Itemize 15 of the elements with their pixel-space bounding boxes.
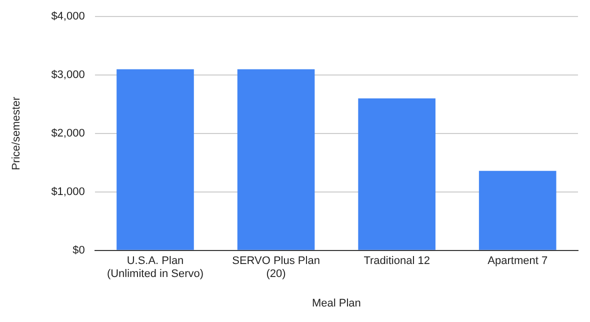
y-tick-label: $4,000 <box>51 10 85 23</box>
x-tick-label: Traditional 12 <box>364 255 430 268</box>
x-tick-label: Apartment 7 <box>488 255 548 268</box>
bar <box>478 170 556 250</box>
y-tick-label: $0 <box>72 244 85 256</box>
bar <box>116 69 194 250</box>
bar <box>237 69 315 250</box>
y-axis-title: Price/semester <box>10 96 23 170</box>
y-tick-label: $2,000 <box>51 128 85 140</box>
y-tick-label: $1,000 <box>51 186 85 198</box>
bar <box>358 98 436 250</box>
x-tick-label: SERVO Plus Plan (20) <box>232 255 320 280</box>
y-tick-label: $3,000 <box>51 69 85 82</box>
x-tick-label: U.S.A. Plan (Unlimited in Servo) <box>106 255 204 280</box>
x-axis-title: Meal Plan <box>312 297 361 310</box>
